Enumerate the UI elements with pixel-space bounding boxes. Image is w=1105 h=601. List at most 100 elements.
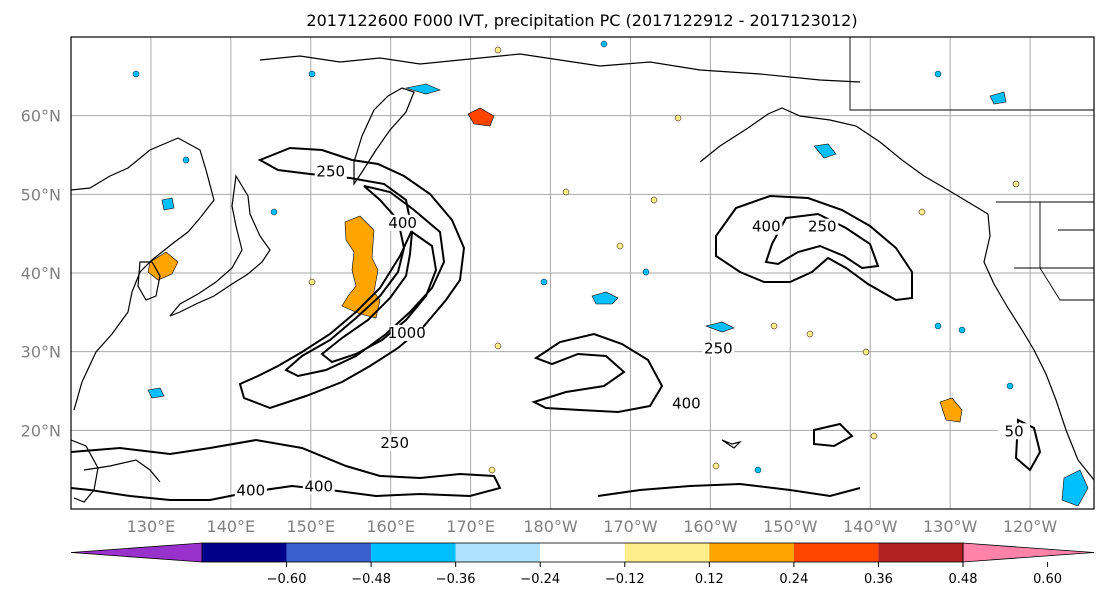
coast-philippines <box>71 439 99 503</box>
coast-new-guinea-edge <box>83 459 161 483</box>
lon-tick-label: 160°W <box>683 517 738 536</box>
precip-speckles-blue <box>132 40 1014 474</box>
latitude-labels: 20°N 30°N 40°N 50°N 60°N <box>21 107 61 441</box>
colorbar-outline <box>201 542 964 563</box>
coast-asia-mainland <box>71 137 215 411</box>
political-borders <box>849 37 1094 301</box>
coast-hawaii <box>721 439 742 449</box>
precip-negative-patch-3 <box>813 143 837 159</box>
colorbar-segment <box>371 543 456 562</box>
contour-label-background <box>234 482 267 499</box>
graticule <box>71 37 1094 509</box>
ivt-contour-label: 250 <box>380 434 409 452</box>
lon-tick-label: 130°W <box>923 517 978 536</box>
coast-kamchatka <box>353 87 415 186</box>
lon-tick-label: 170°E <box>446 517 495 536</box>
lon-tick-label: 170°W <box>603 517 658 536</box>
lon-tick-label: 140°W <box>843 517 898 536</box>
contour-label-background <box>670 395 703 412</box>
coast-korea <box>137 261 161 301</box>
colorbar-tick-label: −0.24 <box>520 572 560 587</box>
coast-alaska <box>699 107 989 215</box>
lon-tick-label: 160°E <box>366 517 415 536</box>
lon-tick-label: 140°E <box>207 517 256 536</box>
ivt-contour-400-eastern <box>764 212 880 270</box>
lat-tick-label: 50°N <box>21 185 61 204</box>
longitude-labels: 130°E 140°E 150°E 160°E 170°E 180°W 170°W 160°W… <box>127 517 1058 536</box>
coast-north-america-west <box>983 213 1094 481</box>
ivt-contour-label: 400 <box>237 481 266 499</box>
ivt-contour-250-eastern <box>715 194 913 302</box>
contour-label-background <box>390 324 423 341</box>
lat-tick-label: 60°N <box>21 107 61 126</box>
coast-japan <box>169 174 271 317</box>
lat-tick-label: 20°N <box>21 421 61 440</box>
ivt-contour-label: 400 <box>752 218 781 236</box>
colorbar-tick-label: −0.48 <box>351 572 391 587</box>
precipitation-shading <box>132 40 1089 507</box>
contour-label-background <box>302 478 335 495</box>
ivt-contour-label: 1000 <box>388 324 426 342</box>
lat-tick-label: 40°N <box>21 264 61 283</box>
ivt-contour-400-western <box>284 185 446 378</box>
precip-speckles-yellow <box>308 46 1020 474</box>
lon-tick-label: 150°W <box>763 517 818 536</box>
precip-negative-patch-5 <box>147 387 165 399</box>
precip-negative-patch-8 <box>161 197 175 211</box>
precip-positive-patch-gulf <box>939 397 963 423</box>
colorbar-tick-label: 0.36 <box>864 572 893 587</box>
precip-positive-patch-kuroshio <box>341 215 381 319</box>
precip-negative-patch-6 <box>989 91 1007 105</box>
colorbar-segment <box>624 543 710 562</box>
border-us-states <box>1014 202 1094 301</box>
colorbar-tick-label: 0.48 <box>949 572 978 587</box>
colorbar-segment <box>878 543 963 562</box>
colorbar: −0.60 −0.48 −0.36 −0.24 −0.12 0.12 0.24 0.36 0.4… <box>70 542 1095 587</box>
colorbar-segment <box>709 543 794 562</box>
lon-tick-label: 120°W <box>1003 517 1058 536</box>
ivt-contour-label: 250 <box>316 163 345 181</box>
colorbar-segment <box>540 543 625 562</box>
colorbar-segment <box>286 543 372 562</box>
colorbar-tick-label: 0.12 <box>695 572 724 587</box>
ivt-contour-label: 400 <box>304 477 333 495</box>
ivt-contour-250-western <box>238 146 466 410</box>
contour-label-background <box>378 435 411 452</box>
contour-label-background <box>314 163 347 180</box>
map-title: 2017122600 F000 IVT, precipitation PC (2… <box>306 11 857 30</box>
precip-positive-patch-ne <box>467 107 495 127</box>
ivt-contours <box>71 146 1042 501</box>
precip-negative-patch-4 <box>405 83 441 95</box>
ivt-contour-labels: 250 400 1000 250 400 400 250 250 400 400 50 <box>234 163 1031 499</box>
colorbar-tick-label: −0.60 <box>267 572 307 587</box>
colorbar-extend-min <box>70 542 203 563</box>
contour-label-background <box>806 218 839 235</box>
ivt-contour-label: 50 <box>1005 422 1024 440</box>
border-us-canada-alaska <box>849 37 1094 111</box>
lon-tick-label: 180°W <box>523 517 578 536</box>
precip-negative-patch-2 <box>704 321 735 333</box>
colorbar-segment <box>202 543 287 562</box>
precip-negative-patch-7 <box>1061 469 1089 507</box>
lon-tick-label: 130°E <box>127 517 176 536</box>
ivt-contour-250-south <box>71 438 502 501</box>
ivt-contour-250-subtropical <box>813 418 1042 472</box>
ivt-contour-250-central <box>531 332 664 414</box>
ivt-contour-label: 250 <box>808 218 837 236</box>
colorbar-extend-max <box>962 542 1095 563</box>
coast-arctic-shore <box>259 53 861 83</box>
lat-tick-label: 30°N <box>21 343 61 362</box>
ivt-contour-250-east-subtropical <box>597 482 861 498</box>
precip-positive-patch-japan <box>147 251 179 281</box>
colorbar-tick-label: 0.24 <box>779 572 808 587</box>
ivt-contour-label: 400 <box>672 395 701 413</box>
ivt-contour-1000-core <box>320 230 438 364</box>
map-panel: 250 400 1000 250 400 400 250 250 400 400 50 20°N 30… <box>21 36 1095 536</box>
coastlines <box>71 53 1094 503</box>
ivt-contour-label: 400 <box>388 214 417 232</box>
contour-label-background <box>750 218 783 235</box>
colorbar-tick-label: −0.36 <box>436 572 476 587</box>
lon-tick-label: 150°E <box>286 517 335 536</box>
colorbar-tick-label: 0.60 <box>1033 572 1062 587</box>
